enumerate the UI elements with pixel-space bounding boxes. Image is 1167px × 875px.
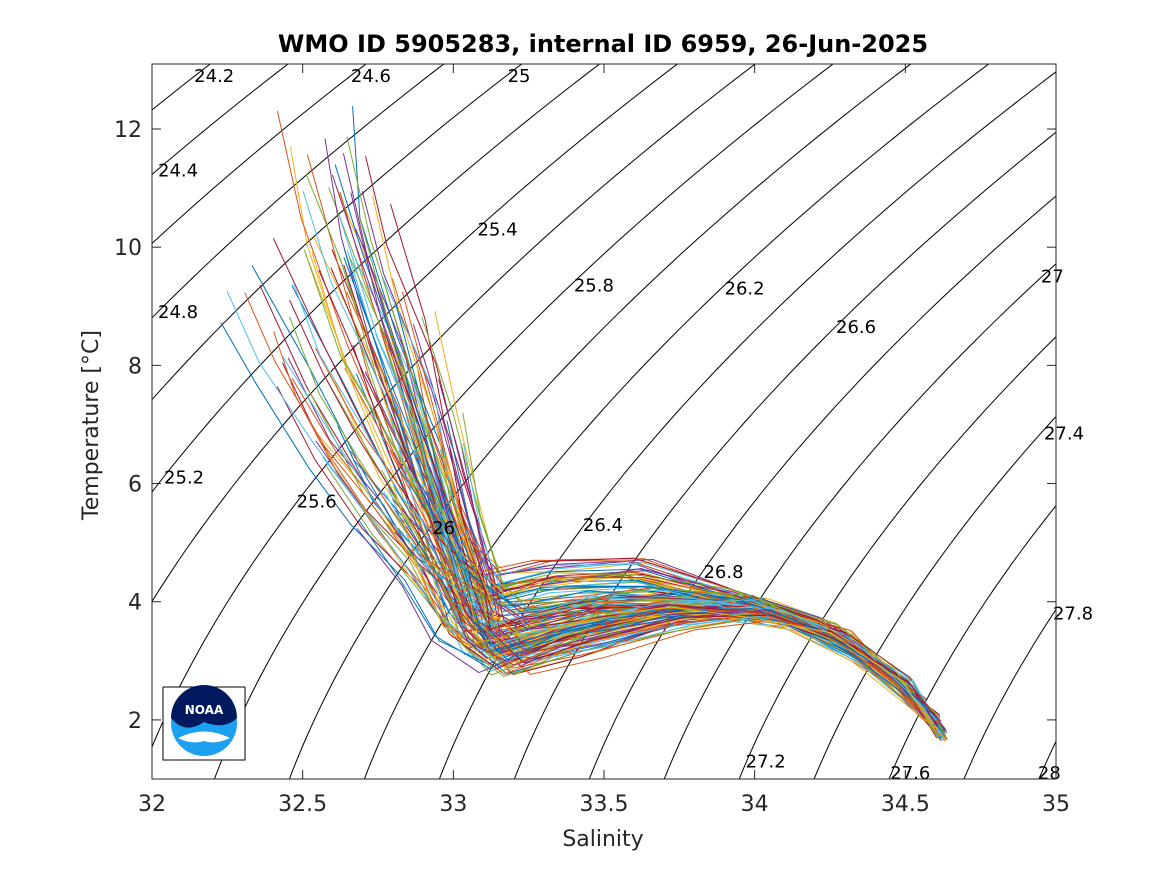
profile-line	[416, 470, 934, 725]
contour-label: 25	[508, 66, 531, 87]
contour-label: 26.4	[583, 515, 623, 536]
contour-label: 24.2	[194, 66, 234, 87]
logo-wave	[178, 731, 230, 743]
x-tick-label: 33	[439, 792, 467, 817]
contour-label: 27.4	[1044, 423, 1084, 444]
noaa-logo: NOAA	[162, 685, 246, 761]
contour-label: 27.6	[890, 763, 930, 784]
profile-line	[343, 248, 935, 726]
density-contour-line	[663, 263, 1056, 779]
contour-label: 24.4	[158, 160, 198, 181]
density-contour-line	[288, 64, 912, 779]
profile-line	[343, 257, 943, 733]
contour-label: 24.8	[158, 302, 198, 323]
profile-line	[311, 251, 943, 733]
density-contour-line	[152, 64, 679, 603]
contour-label: 25.8	[574, 276, 614, 297]
contour-label: 27	[1041, 267, 1064, 288]
y-tick-label: 6	[128, 473, 142, 498]
density-contour-line	[152, 64, 289, 176]
profile-line	[443, 457, 940, 737]
density-contour-line	[152, 64, 367, 245]
contour-label: 27.8	[1053, 604, 1093, 625]
contour-label: 25.6	[297, 491, 337, 512]
logo-upper	[171, 685, 237, 728]
x-axis-ticks: 32 32.5 33 33.5 34 34.5 35	[138, 64, 1070, 817]
contour-label: 26	[432, 518, 455, 539]
density-contour-line	[363, 64, 990, 779]
density-contour-line	[888, 504, 1056, 779]
y-tick-label: 12	[114, 118, 142, 143]
y-axis-label: Temperature [°C]	[79, 330, 104, 521]
density-contour-line	[738, 336, 1056, 779]
contour-label: 26.8	[703, 562, 743, 583]
contour-label: 25.4	[477, 219, 517, 240]
plot-area	[152, 64, 1056, 779]
profile-line	[426, 490, 939, 721]
x-tick-label: 34.5	[881, 792, 930, 817]
contour-label: 24.6	[351, 66, 391, 87]
density-contour-line	[513, 131, 1056, 779]
density-contour-line	[438, 71, 1056, 779]
density-contour-line	[813, 415, 1056, 779]
y-axis-ticks: 2 4 6 8 10 12	[114, 118, 1056, 734]
contour-label: 27.2	[746, 751, 786, 772]
x-tick-label: 34	[741, 792, 769, 817]
profile-line	[365, 156, 938, 727]
density-contour-line	[152, 64, 523, 401]
profile-line	[452, 491, 938, 727]
contour-label: 26.6	[836, 317, 876, 338]
x-axis-label: Salinity	[562, 827, 643, 852]
density-contour-line	[152, 64, 601, 493]
density-contour-labels: 24.2 24.4 24.6 24.8 25 25.2 25.4 25.6 25.8 26 26.2…	[158, 66, 1093, 784]
x-tick-label: 35	[1042, 792, 1070, 817]
density-contour-line	[963, 608, 1056, 779]
y-tick-label: 8	[128, 354, 142, 379]
profile-traces	[220, 106, 948, 742]
profile-line	[462, 412, 948, 740]
density-contour-line	[152, 64, 445, 319]
contour-label: 28	[1038, 763, 1061, 784]
logo-text: NOAA	[185, 703, 224, 717]
chart-title: WMO ID 5905283, internal ID 6959, 26-Jun…	[278, 30, 928, 58]
profile-line	[226, 290, 927, 700]
x-tick-label: 33.5	[580, 792, 629, 817]
profile-line	[302, 191, 937, 721]
y-tick-label: 10	[114, 236, 142, 261]
x-tick-label: 32	[138, 792, 166, 817]
contour-label: 26.2	[725, 279, 765, 300]
x-tick-label: 32.5	[278, 792, 327, 817]
contour-label: 25.2	[164, 468, 204, 489]
density-contour-line	[588, 195, 1056, 779]
y-tick-label: 4	[128, 591, 142, 616]
density-contours	[152, 64, 1056, 779]
y-tick-label: 2	[128, 709, 142, 734]
